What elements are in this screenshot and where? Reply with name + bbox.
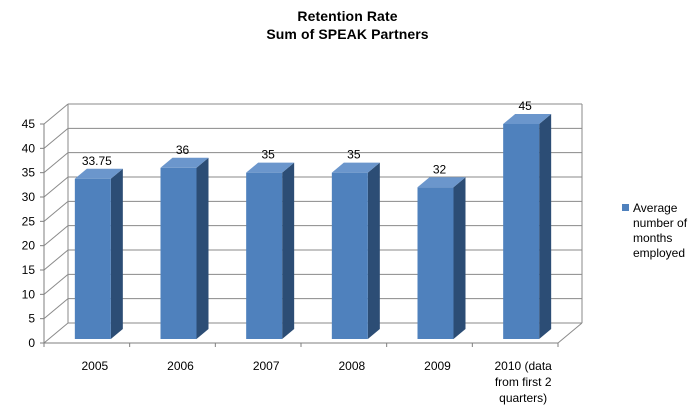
data-label: 35 — [261, 148, 275, 162]
data-label: 35 — [347, 148, 361, 162]
chart-title: Retention Rate — [297, 8, 398, 24]
y-tick-label: 30 — [22, 190, 36, 204]
x-tick-label: 2010 (data — [494, 359, 552, 373]
y-tick-label: 45 — [22, 117, 36, 131]
x-tick-label: 2008 — [338, 359, 365, 373]
y-tick-label: 5 — [28, 312, 35, 326]
legend-swatch — [622, 204, 629, 211]
gridline-side — [43, 127, 69, 149]
bar-side — [453, 177, 466, 339]
bar-side — [282, 162, 295, 339]
y-tick-label: 10 — [22, 287, 36, 301]
gridline-side — [43, 152, 69, 174]
data-label: 45 — [518, 99, 532, 113]
bar-side — [367, 162, 380, 339]
x-tick-label: from first 2 — [495, 375, 552, 389]
gridline-side — [43, 249, 69, 271]
y-tick-label: 40 — [22, 141, 36, 155]
legend-label: number of — [633, 216, 688, 230]
gridline-side — [43, 273, 69, 295]
gridline-side — [43, 298, 69, 320]
y-tick-label: 15 — [22, 263, 36, 277]
bar-top — [246, 162, 295, 173]
bar-side — [110, 168, 123, 339]
data-label: 32 — [433, 162, 447, 176]
y-tick-label: 35 — [22, 166, 36, 180]
bar-top — [503, 114, 552, 124]
gridline-side — [43, 176, 69, 198]
gridline-side — [43, 200, 69, 222]
legend-label: employed — [633, 246, 685, 260]
bar-top — [160, 157, 209, 168]
y-tick-label: 0 — [28, 336, 35, 350]
x-tick-label: 2006 — [167, 359, 194, 373]
gridline-side — [43, 225, 69, 247]
legend-label: Average — [633, 201, 678, 215]
bar-side — [196, 157, 209, 339]
x-tick-label: 2007 — [253, 359, 280, 373]
bar — [160, 167, 197, 339]
bar — [246, 172, 283, 339]
bar — [331, 172, 368, 339]
bar — [417, 187, 454, 339]
legend-label: months — [633, 231, 672, 245]
x-tick-label: 2005 — [81, 359, 108, 373]
floor-right-edge — [557, 322, 583, 344]
bar-side — [539, 114, 552, 339]
gridline-side — [43, 103, 69, 125]
bar-top — [331, 162, 380, 173]
x-tick-label: quarters) — [499, 391, 547, 405]
data-label: 36 — [176, 143, 190, 157]
bar — [503, 124, 540, 339]
bar — [74, 178, 111, 339]
gridline-side — [43, 322, 69, 344]
bar-top — [74, 168, 123, 179]
y-tick-label: 25 — [22, 214, 36, 228]
bar-top — [417, 177, 466, 188]
y-tick-label: 20 — [22, 239, 36, 253]
x-tick-label: 2009 — [424, 359, 451, 373]
data-label: 33.75 — [82, 154, 112, 168]
chart-subtitle: Sum of SPEAK Partners — [266, 26, 429, 42]
